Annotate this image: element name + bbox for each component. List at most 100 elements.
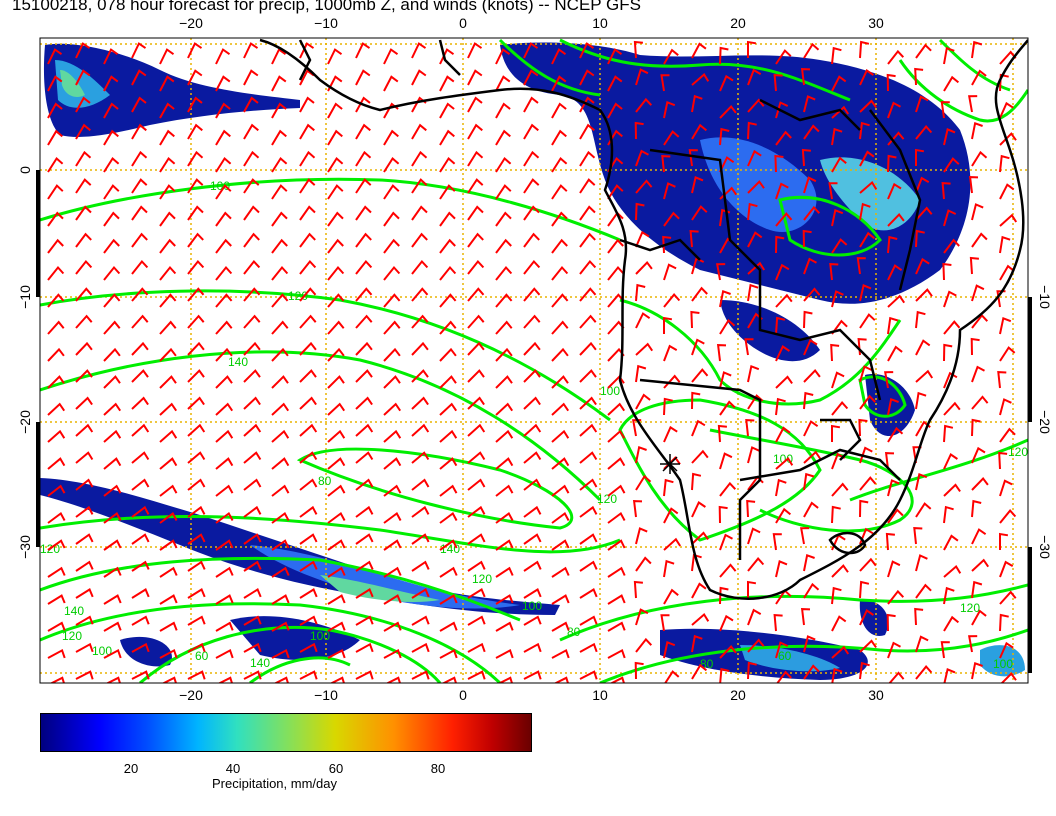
wind-barb [187, 505, 206, 518]
wind-barb [943, 75, 960, 92]
wind-barb [75, 69, 91, 86]
wind-barb [411, 314, 429, 329]
wind-barb [103, 566, 122, 578]
wind-barb [495, 512, 514, 524]
wind-barb [495, 429, 514, 443]
wind-barb [187, 642, 206, 653]
wind-barb [886, 613, 896, 632]
wind-barb [383, 129, 399, 146]
wind-barb [691, 42, 707, 59]
wind-barb [971, 284, 985, 302]
wind-barb [467, 478, 486, 491]
wind-barb [803, 664, 820, 680]
wind-barb [131, 478, 150, 491]
wind-barb [75, 205, 92, 221]
wind-barb [999, 560, 1014, 578]
wind-barb [634, 661, 644, 680]
wind-barb [187, 287, 205, 302]
wind-barb [971, 499, 982, 518]
wind-barb [579, 423, 598, 437]
wind-barb [775, 235, 785, 254]
wind-barb [355, 314, 373, 329]
wind-barb [551, 238, 568, 254]
wind-barb [915, 310, 926, 329]
wind-barb [187, 423, 206, 437]
wind-barb [579, 42, 595, 59]
wind-barb [103, 102, 119, 119]
wind-barb [383, 648, 402, 659]
wind-barb [271, 265, 289, 281]
wind-barb [299, 369, 317, 383]
wind-barb [383, 539, 402, 551]
wind-barb [299, 178, 316, 194]
wind-barb [411, 287, 429, 302]
wind-barb [495, 184, 512, 200]
wind-barb [523, 287, 541, 302]
wind-barb [663, 478, 674, 497]
wind-barb [747, 446, 760, 464]
wind-barb [131, 560, 150, 572]
wind-barb [299, 478, 318, 491]
wind-barb [943, 424, 954, 443]
wind-barb [75, 478, 94, 491]
wind-barb [607, 539, 626, 551]
wind-barb [243, 123, 259, 140]
wind-barb [411, 259, 429, 275]
wind-barb [775, 397, 786, 416]
wind-barb [775, 641, 789, 659]
wind-barb [803, 310, 813, 329]
wind-barb [943, 615, 960, 632]
wind-barb [159, 539, 178, 551]
wind-barb [579, 123, 595, 140]
wind-barb [243, 259, 261, 275]
wind-barb [383, 512, 402, 524]
wind-barb [523, 369, 541, 383]
wind-barb [660, 614, 670, 632]
wind-barb [187, 150, 204, 167]
wind-barb [47, 75, 63, 92]
wind-barb [47, 238, 64, 254]
wind-barb [131, 287, 149, 302]
wind-barb [103, 293, 121, 308]
wind-barb [187, 96, 203, 113]
contour-label: 100 [993, 657, 1013, 671]
wind-barb [635, 637, 653, 653]
wind-barb [355, 533, 374, 545]
wind-barb [243, 42, 259, 59]
wind-barb [551, 375, 569, 389]
wind-barb [271, 429, 290, 443]
wind-barb [551, 75, 567, 92]
wind-barb [635, 474, 652, 491]
wind-barb [831, 319, 848, 335]
wind-barb [661, 155, 671, 173]
wind-barb [999, 509, 1017, 524]
wind-barb [523, 615, 542, 626]
wind-barb [719, 481, 737, 497]
wind-barb [103, 375, 121, 389]
wind-barb [327, 648, 346, 659]
wind-barb [831, 208, 844, 227]
wind-barb [971, 528, 987, 545]
wind-barb [355, 232, 372, 248]
lat-label-right: −30 [1037, 535, 1053, 559]
wind-barb [607, 512, 626, 524]
wind-barb [271, 320, 289, 335]
wind-barb [970, 337, 980, 356]
wind-barb [887, 235, 898, 254]
wind-barb [887, 397, 899, 416]
wind-barb [719, 614, 734, 632]
wind-barb [691, 176, 704, 194]
wind-barb [299, 42, 315, 59]
lat-label-right: −10 [1037, 285, 1053, 309]
wind-barb [858, 418, 868, 437]
wind-barb [439, 402, 458, 416]
wind-barb [411, 670, 430, 680]
wind-barb [691, 582, 707, 599]
wind-barb [271, 566, 290, 578]
lon-label-bottom: −10 [314, 687, 338, 700]
wind-barb [159, 184, 176, 200]
wind-barb [660, 74, 670, 92]
wind-barb [803, 635, 816, 653]
wind-barb [635, 445, 647, 464]
lon-label-top: 10 [592, 15, 608, 31]
